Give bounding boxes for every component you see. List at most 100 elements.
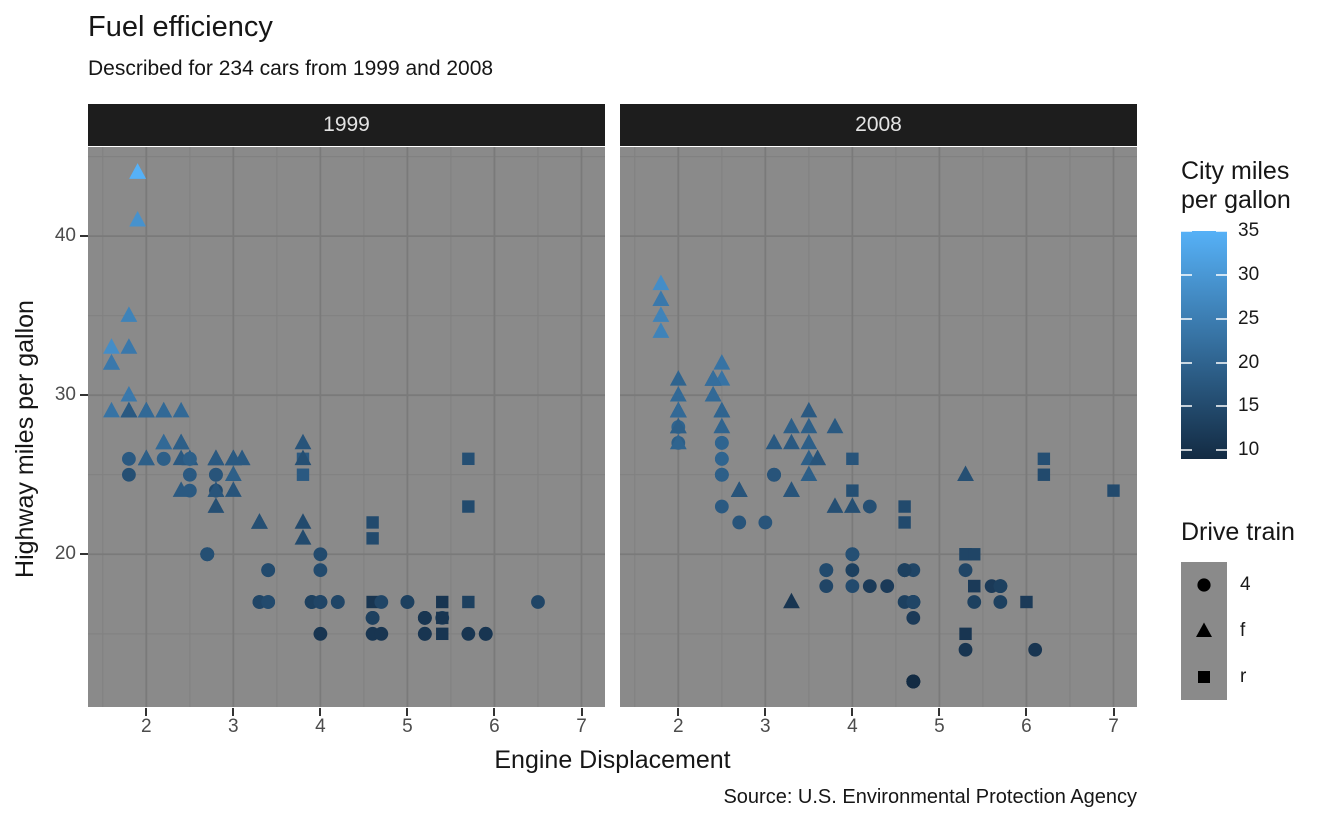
data-point <box>906 674 921 689</box>
data-point <box>800 433 818 450</box>
data-point <box>767 467 781 482</box>
data-point <box>120 338 138 354</box>
data-point <box>758 515 773 530</box>
data-point <box>846 484 859 497</box>
data-point <box>374 626 389 641</box>
colorbar-tick <box>1181 449 1192 452</box>
data-point <box>862 579 877 593</box>
data-point <box>462 595 475 609</box>
data-point <box>462 500 475 513</box>
square-glyph <box>1198 671 1210 683</box>
data-point <box>478 626 493 641</box>
facet-strip-2008: 2008 <box>620 104 1137 146</box>
panel-background <box>88 147 605 707</box>
y-tick-label: 40 <box>54 225 76 247</box>
data-point <box>845 547 860 562</box>
data-point <box>294 449 312 466</box>
data-point <box>819 579 834 593</box>
colorbar-tick <box>1216 230 1227 232</box>
x-axis-title: Engine Displacement <box>494 746 731 774</box>
x-tick-label: 7 <box>1108 716 1119 737</box>
x-tick-label: 2 <box>141 716 152 737</box>
data-point <box>209 467 223 482</box>
scatter-panel-2008 <box>620 147 1137 707</box>
data-point <box>1107 484 1120 497</box>
data-point <box>1037 468 1051 481</box>
panel-background <box>620 147 1137 707</box>
data-point <box>783 433 800 450</box>
data-point <box>819 563 834 578</box>
data-point <box>296 468 310 481</box>
data-point <box>436 611 449 625</box>
data-point <box>783 417 800 434</box>
y-tick-label: 30 <box>54 384 76 406</box>
data-point <box>800 465 818 482</box>
facet-strip-1999: 1999 <box>88 104 605 146</box>
data-point <box>366 532 379 545</box>
data-point <box>129 163 147 179</box>
data-point <box>713 401 731 418</box>
data-point <box>313 626 328 641</box>
colorbar-tick-label: 30 <box>1238 263 1260 285</box>
data-point <box>783 481 800 497</box>
drive-train-r-square-icon <box>1198 671 1210 683</box>
data-point <box>313 547 328 562</box>
color-legend-title: City miles per gallon <box>1181 157 1291 215</box>
x-tick-mark <box>232 708 235 716</box>
data-point <box>1020 595 1033 609</box>
data-point <box>669 370 687 386</box>
data-point <box>122 467 136 482</box>
color-legend-title-line2: per gallon <box>1181 186 1291 214</box>
data-point <box>224 449 242 466</box>
shape-legend-label-r: r <box>1240 666 1247 687</box>
data-point <box>845 563 860 578</box>
data-point <box>462 452 475 466</box>
data-point <box>224 465 242 482</box>
colorbar-tick <box>1216 273 1227 276</box>
data-point <box>713 354 731 370</box>
data-point <box>294 529 312 545</box>
data-point <box>993 595 1008 609</box>
data-point <box>137 401 155 418</box>
data-point <box>968 579 981 593</box>
data-point <box>967 595 982 609</box>
x-tick-label: 7 <box>576 716 587 737</box>
data-point <box>846 452 859 466</box>
data-point <box>207 481 225 497</box>
x-tick-mark <box>406 708 409 716</box>
data-point <box>156 451 171 466</box>
data-point <box>714 499 729 514</box>
data-point <box>461 626 476 641</box>
shape-legend-label-4: 4 <box>1240 574 1251 595</box>
y-tick-label: 20 <box>54 543 76 565</box>
colorbar-tick <box>1216 317 1227 320</box>
x-tick-label: 2 <box>673 716 684 737</box>
colorbar-tick-label: 15 <box>1238 395 1260 417</box>
data-point <box>294 433 312 450</box>
x-tick-mark <box>938 708 941 716</box>
data-point <box>958 563 973 578</box>
colorbar-tick <box>1181 230 1192 232</box>
colorbar-tick <box>1216 405 1227 408</box>
data-point <box>800 417 818 434</box>
colorbar-tick-label: 35 <box>1238 220 1260 241</box>
data-point <box>652 274 670 291</box>
data-point <box>120 385 138 402</box>
y-tick-mark <box>80 553 88 556</box>
data-point <box>436 595 449 609</box>
data-point <box>826 497 844 513</box>
x-tick-mark <box>493 708 496 716</box>
x-tick-label: 6 <box>1021 716 1032 737</box>
data-point <box>103 354 120 370</box>
data-point <box>958 642 973 657</box>
triangle-glyph <box>1196 622 1212 637</box>
x-tick-mark <box>580 708 583 716</box>
data-point <box>897 563 912 578</box>
drive-train-f-triangle-icon <box>1196 622 1212 637</box>
data-point <box>843 497 861 513</box>
data-point <box>898 500 911 513</box>
data-point <box>207 497 225 513</box>
data-point <box>313 595 328 609</box>
data-point <box>400 595 415 609</box>
